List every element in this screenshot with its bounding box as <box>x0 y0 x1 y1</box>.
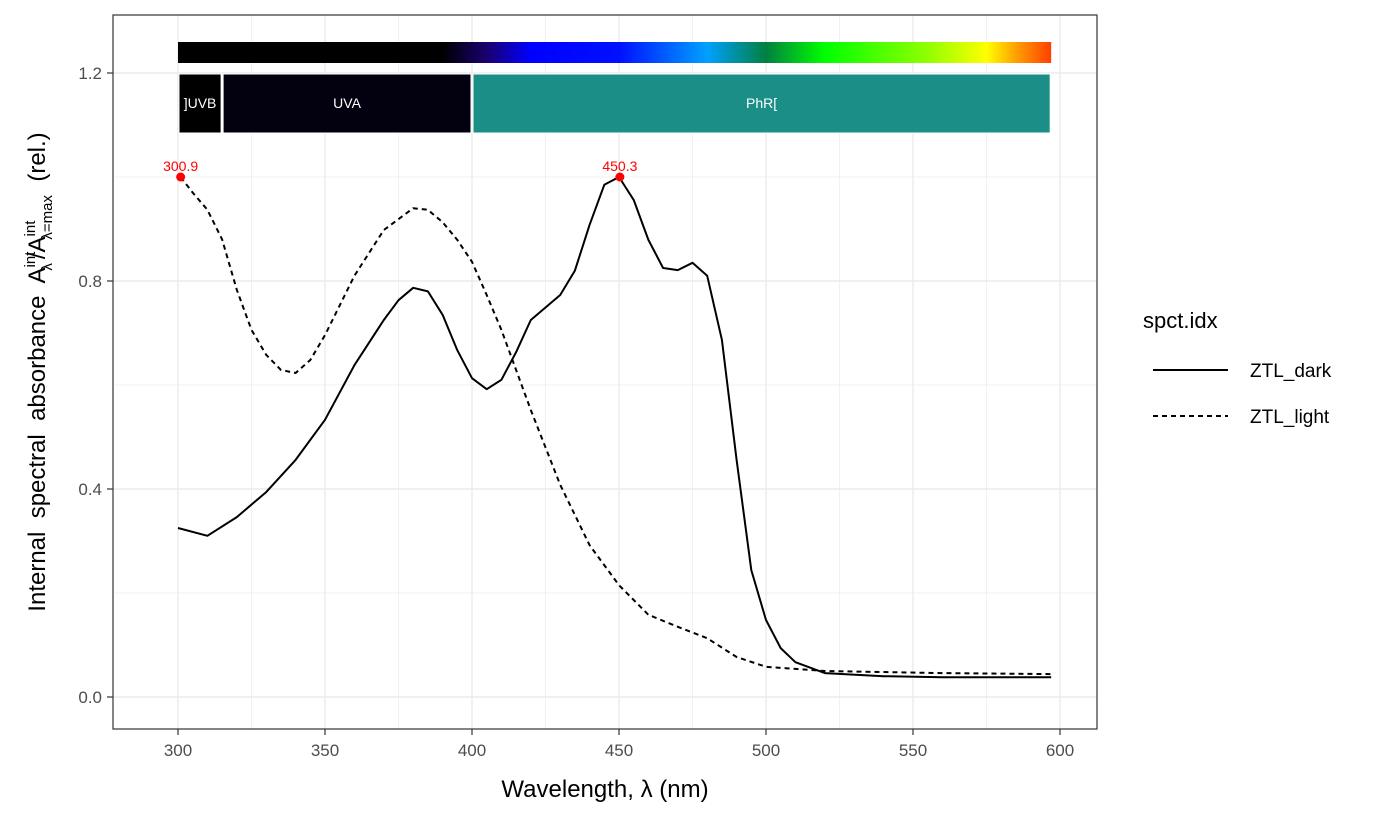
y-tick-label: 1.2 <box>78 64 102 83</box>
waveband-annotations: ]UVB UVA PhR[ <box>178 42 1052 134</box>
waveband-label: ]UVB <box>184 95 217 111</box>
y-tick-label: 0.0 <box>78 688 102 707</box>
peak-point <box>176 172 186 182</box>
spectrum-color-bar <box>178 42 1052 63</box>
x-tick-label: 400 <box>458 741 486 760</box>
legend-label-ztl-dark: ZTL_dark <box>1250 361 1332 382</box>
axes: 300 350 400 450 500 550 600 0.0 0.4 0.8 1.2 <box>78 64 1074 760</box>
panel-border <box>112 14 1098 730</box>
series-line-ztl-light <box>179 176 1052 676</box>
x-tick-label: 550 <box>899 741 927 760</box>
x-tick-label: 350 <box>311 741 339 760</box>
series-lines <box>177 176 1052 679</box>
series-line-ztl-dark <box>177 176 1052 679</box>
waveband-label: PhR[ <box>746 95 777 111</box>
y-axis-title: Internal spectral absorbance Aintλ/Aintλ… <box>22 132 56 611</box>
legend-label-ztl-light: ZTL_light <box>1250 407 1330 428</box>
waveband-0 <box>178 73 222 134</box>
peak-point <box>615 172 625 182</box>
legend-title: spct.idx <box>1143 308 1218 333</box>
y-tick-label: 0.4 <box>78 480 102 499</box>
x-tick-label: 600 <box>1046 741 1074 760</box>
legend: spct.idx ZTL_dark ZTL_light <box>1143 308 1332 428</box>
x-axis-title: Wavelength, λ (nm) <box>501 776 708 803</box>
waveband-1 <box>222 73 472 134</box>
x-tick-label: 500 <box>752 741 780 760</box>
waveband-2 <box>472 73 1051 134</box>
grid <box>113 15 1097 729</box>
peak-label: 300.9 <box>163 158 198 174</box>
x-tick-label: 300 <box>164 741 192 760</box>
peak-annotations: 300.9 450.3 <box>163 158 638 182</box>
x-tick-label: 450 <box>605 741 633 760</box>
peak-label: 450.3 <box>602 158 637 174</box>
waveband-label: UVA <box>333 95 361 111</box>
y-tick-label: 0.8 <box>78 272 102 291</box>
